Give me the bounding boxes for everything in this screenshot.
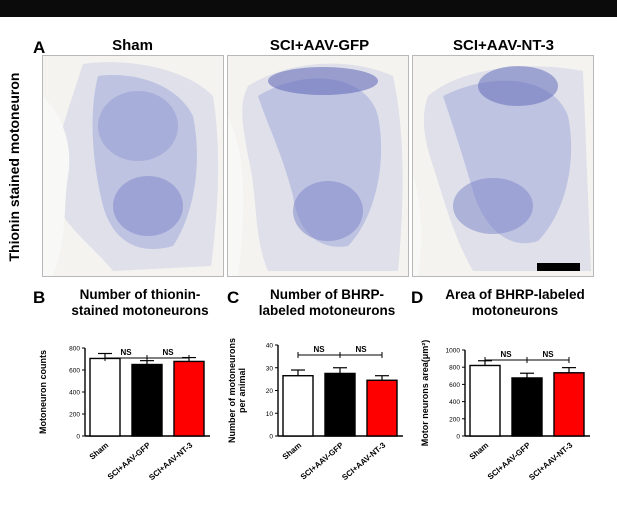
bar-0 [89, 357, 121, 437]
bar-2 [553, 372, 585, 437]
significance-label: NS [162, 348, 174, 357]
y-tick-label: 600 [69, 368, 80, 375]
chart-c-number-of-bhrp-labeled: 0 10 20 30 40 Number of motoneurons per animal… [228, 338, 403, 482]
panel-letter-b: B [33, 288, 46, 307]
y-axis-label: Motoneuron counts [38, 350, 48, 434]
y-axis-label: per animal [237, 368, 247, 413]
significance-label: NS [542, 350, 554, 359]
panel-letter-c: C [227, 288, 240, 307]
chart-d-title-line-2: motoneurons [471, 303, 559, 318]
column-title-gfp: SCI+AAV-GFP [269, 37, 370, 54]
bar-0 [469, 364, 501, 437]
x-tick-label: Sham [281, 441, 303, 462]
column-title-sham: Sham [112, 37, 153, 54]
y-tick-label: 800 [449, 365, 460, 372]
chart-c-title-line-2: labeled motoneurons [258, 303, 396, 318]
significance-label: NS [313, 345, 325, 354]
micrograph-sci-aav-gfp [227, 55, 409, 277]
bar-1 [511, 377, 543, 437]
bar-2 [366, 379, 398, 437]
x-tick-label: SCI+AAV-GFP [299, 440, 346, 481]
y-tick-label: 0 [269, 434, 273, 441]
bar-1 [324, 372, 356, 437]
chart-b-title-line-1: Number of thionin- [79, 287, 201, 302]
y-tick-label: 200 [69, 412, 80, 419]
micrograph-sham [42, 55, 224, 277]
x-tick-label: Sham [88, 441, 110, 462]
y-tick-label: 1000 [446, 348, 461, 355]
y-tick-label: 10 [266, 411, 274, 418]
chart-d-title-line-1: Area of BHRP-labeled [445, 287, 585, 302]
panel-a-y-label: Thionin stained motoneuron [6, 72, 22, 262]
bar-1 [131, 363, 163, 437]
column-title-nt3: SCI+AAV-NT-3 [453, 37, 554, 54]
chart-b-title-line-2: stained motoneurons [71, 303, 209, 318]
panel-letter-d: D [411, 288, 424, 307]
y-axis-label: Number of motoneurons [228, 338, 237, 443]
x-tick-label: SCI+AAV-GFP [486, 440, 533, 481]
bar-0 [282, 375, 314, 437]
significance-label: NS [500, 350, 512, 359]
y-tick-label: 40 [266, 343, 274, 350]
panel-letter-a: A [33, 38, 46, 57]
chart-c-title: Number of BHRP- labeled motoneurons [242, 287, 412, 319]
x-tick-label: SCI+AAV-NT-3 [147, 440, 194, 482]
y-tick-label: 800 [69, 346, 80, 353]
bar-2 [173, 360, 205, 437]
y-tick-label: 0 [456, 434, 460, 441]
top-black-bar [0, 0, 617, 17]
significance-label: NS [120, 348, 132, 357]
chart-c-title-line-1: Number of BHRP- [270, 287, 384, 302]
x-tick-label: SCI+AAV-NT-3 [340, 440, 387, 482]
chart-b-title: Number of thionin- stained motoneurons [55, 287, 225, 319]
y-tick-label: 400 [449, 399, 460, 406]
micrograph-sci-aav-nt3 [412, 55, 594, 277]
chart-d-title: Area of BHRP-labeled motoneurons [425, 287, 605, 319]
y-tick-label: 400 [69, 390, 80, 397]
chart-d-area-of-bhrp-labeled: 0 200 400 600 800 1000 Motor neurons area(μm²)… [420, 340, 590, 482]
x-tick-label: SCI+AAV-GFP [106, 440, 153, 481]
x-tick-label: SCI+AAV-NT-3 [527, 440, 574, 482]
y-tick-label: 20 [266, 388, 274, 395]
scale-bar [537, 263, 580, 271]
y-axis-label: Motor neurons area(μm²) [420, 340, 430, 447]
y-tick-label: 600 [449, 382, 460, 389]
y-tick-label: 0 [76, 434, 80, 441]
y-tick-label: 30 [266, 365, 274, 372]
x-tick-label: Sham [468, 441, 490, 462]
significance-label: NS [355, 345, 367, 354]
y-tick-label: 200 [449, 416, 460, 423]
